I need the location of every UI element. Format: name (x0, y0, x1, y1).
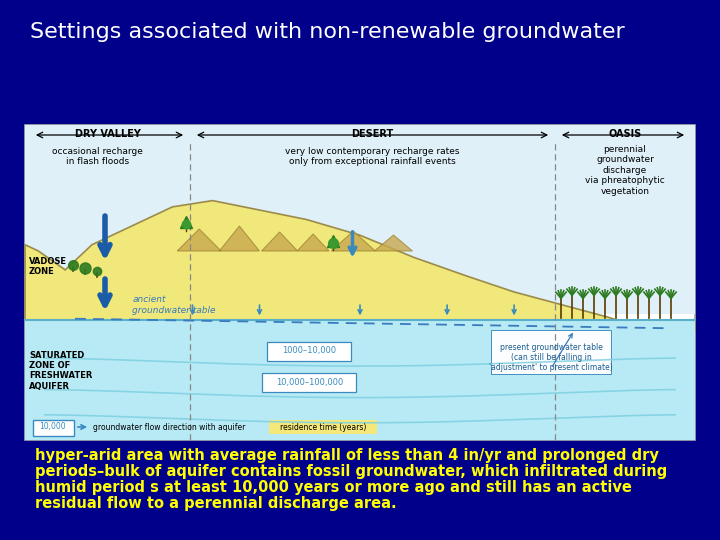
Text: hyper-arid area with average rainfall of less than 4 in/yr and prolonged dry: hyper-arid area with average rainfall of… (35, 448, 659, 463)
Text: DESERT: DESERT (351, 129, 394, 139)
FancyBboxPatch shape (267, 342, 351, 361)
Polygon shape (261, 232, 297, 251)
Polygon shape (297, 234, 329, 251)
Text: occasional recharge
in flash floods: occasional recharge in flash floods (52, 147, 143, 166)
Text: OASIS: OASIS (608, 129, 642, 139)
Text: humid period s at least 10,000 years or more ago and still has an active: humid period s at least 10,000 years or … (35, 480, 632, 495)
FancyBboxPatch shape (32, 420, 73, 435)
Text: VADOSE
ZONE: VADOSE ZONE (29, 257, 67, 276)
FancyBboxPatch shape (269, 420, 377, 434)
Text: ancient
groundwater table: ancient groundwater table (132, 295, 216, 315)
Text: 10,000: 10,000 (40, 422, 66, 431)
Text: groundwater flow direction with aquifer: groundwater flow direction with aquifer (93, 422, 246, 431)
FancyBboxPatch shape (491, 330, 611, 374)
Text: 10,000–100,000: 10,000–100,000 (276, 378, 343, 387)
Polygon shape (331, 231, 375, 251)
Text: residual flow to a perennial discharge area.: residual flow to a perennial discharge a… (35, 496, 397, 511)
FancyBboxPatch shape (25, 125, 695, 314)
Text: present groundwater table
(can still be falling in
'adjustment' to present clima: present groundwater table (can still be … (489, 343, 613, 373)
Polygon shape (25, 200, 695, 330)
Polygon shape (220, 226, 259, 251)
Text: SATURATED
ZONE OF
FRESHWATER
AQUIFER: SATURATED ZONE OF FRESHWATER AQUIFER (29, 350, 92, 391)
Text: perennial
groundwater
discharge
via phreatophytic
vegetation: perennial groundwater discharge via phre… (585, 145, 665, 195)
Text: very low contemporary recharge rates
only from exceptional rainfall events: very low contemporary recharge rates onl… (285, 147, 460, 166)
Text: residence time (years): residence time (years) (280, 422, 366, 431)
FancyBboxPatch shape (262, 373, 356, 392)
Polygon shape (177, 229, 221, 251)
FancyBboxPatch shape (25, 320, 695, 440)
Text: Settings associated with non-renewable groundwater: Settings associated with non-renewable g… (30, 22, 625, 42)
Polygon shape (374, 235, 413, 251)
Text: periods–bulk of aquifer contains fossil groundwater, which infiltrated during: periods–bulk of aquifer contains fossil … (35, 464, 667, 479)
FancyBboxPatch shape (25, 125, 695, 440)
Text: 1000–10,000: 1000–10,000 (282, 346, 336, 355)
Text: DRY VALLEY: DRY VALLEY (75, 129, 140, 139)
